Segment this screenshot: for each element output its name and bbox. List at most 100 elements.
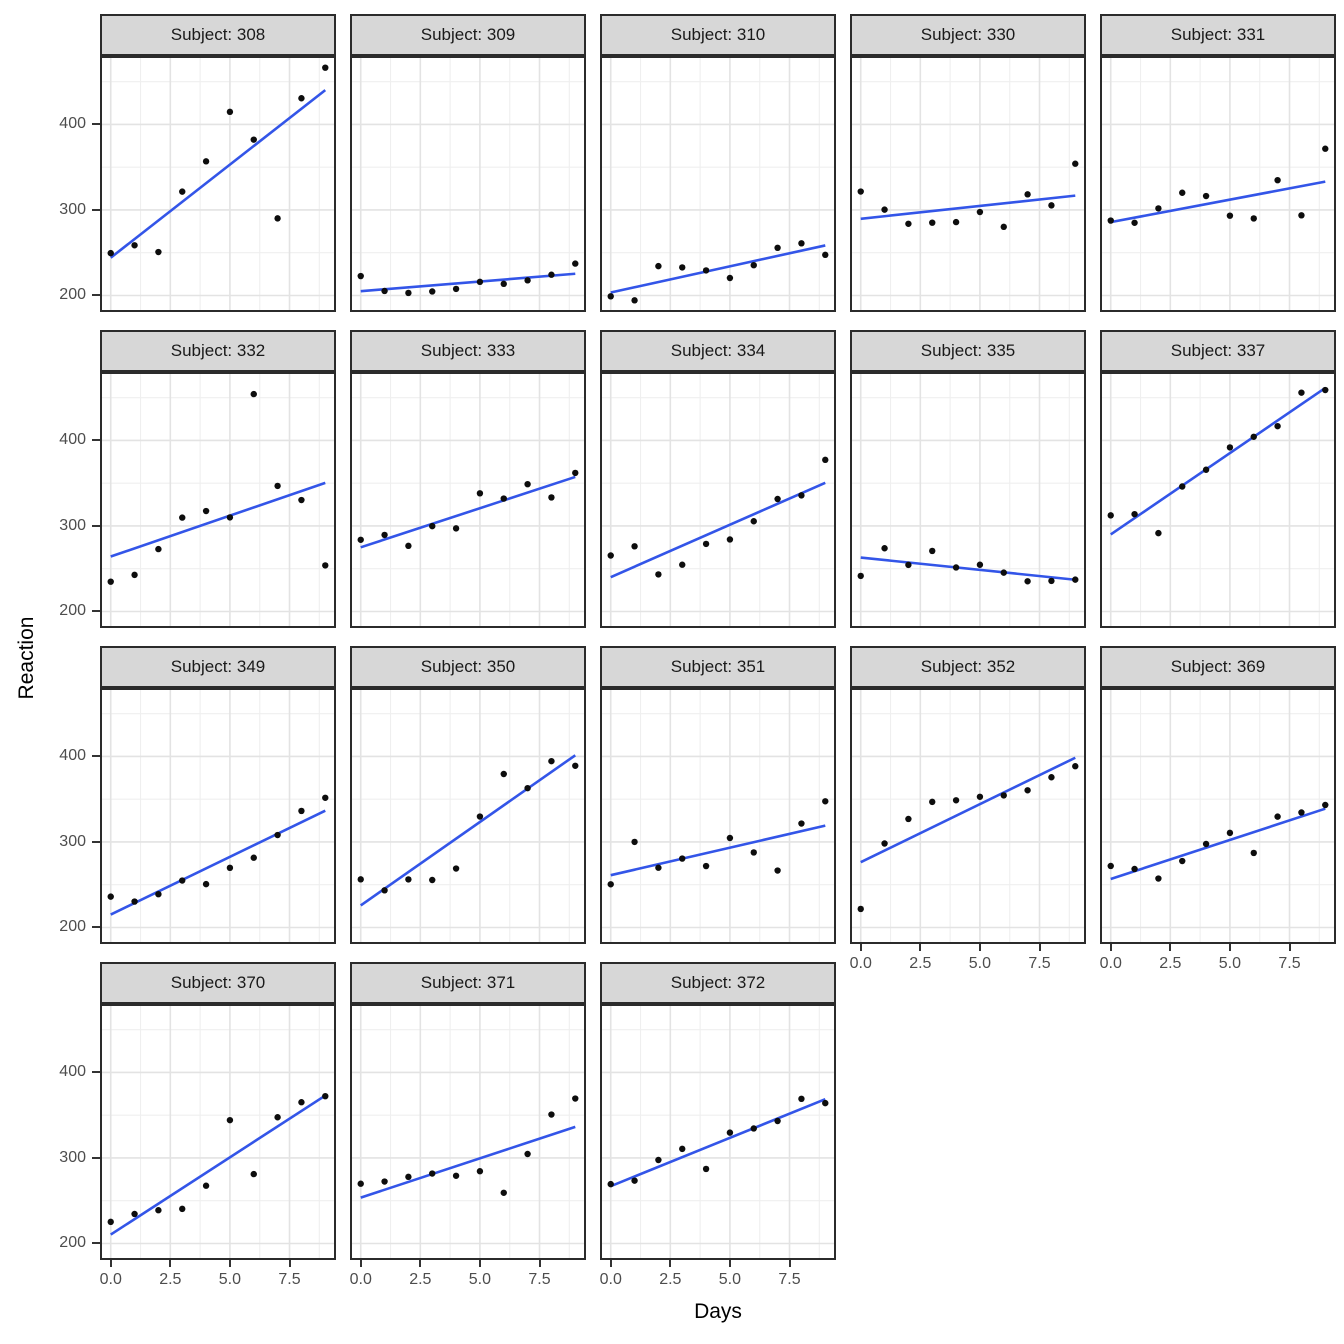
panel-border [600, 688, 836, 944]
panel-border [600, 372, 836, 628]
x-tick-label: 7.5 [278, 1271, 301, 1288]
regression-line [110, 809, 326, 916]
facet-subject-331: Subject: 331 [1100, 14, 1336, 312]
data-point [429, 288, 436, 295]
panel-border [600, 1004, 836, 1260]
facet-strip-label: Subject: 349 [100, 646, 336, 688]
data-point [405, 876, 412, 883]
data-point [274, 215, 281, 222]
data-point [1179, 483, 1186, 490]
data-point [226, 864, 234, 872]
regression-line [610, 824, 826, 877]
data-point [322, 64, 329, 71]
x-tick-label: 2.5 [909, 955, 932, 972]
data-point [822, 798, 829, 805]
x-tick-mark [669, 1260, 672, 1267]
facet-panel [100, 372, 336, 628]
x-tick-mark [859, 944, 862, 951]
facet-subject-369: Subject: 369 0.0 2.5 5.0 7.5 [1100, 646, 1336, 972]
x-tick-mark [1169, 944, 1172, 951]
data-point [548, 271, 555, 278]
facet-subject-308: Subject: 308 [100, 14, 336, 312]
x-tick-label: 0.0 [599, 1271, 622, 1288]
data-point [655, 864, 662, 871]
data-point [1072, 576, 1079, 583]
facet-strip-label: Subject: 369 [1100, 646, 1336, 688]
data-point [1131, 219, 1138, 226]
y-tick-mark [92, 123, 100, 126]
y-tick-mark [92, 208, 100, 211]
data-point [774, 244, 781, 252]
x-tick-mark [919, 944, 922, 951]
data-point [500, 495, 507, 502]
facet-subject-370: Subject: 370 0.0 2.5 5.0 7.5 [100, 962, 336, 1288]
data-point [881, 545, 888, 552]
data-point [1107, 862, 1114, 870]
x-tick-label: 5.0 [718, 1271, 742, 1288]
x-tick-mark [1038, 944, 1041, 951]
data-point [548, 1111, 555, 1118]
data-point [548, 757, 555, 765]
data-point [1024, 787, 1031, 794]
data-point [750, 1125, 757, 1132]
regression-line [860, 756, 1076, 864]
x-tick-mark [978, 944, 981, 951]
panel-border [350, 688, 586, 944]
data-point [1202, 466, 1210, 473]
data-point [750, 261, 757, 269]
y-tick-label: 400 [59, 115, 86, 133]
data-point [572, 1095, 579, 1102]
data-point [952, 564, 960, 571]
data-point [476, 278, 484, 286]
y-tick-label: 200 [59, 918, 86, 936]
regression-line [110, 481, 326, 558]
x-tick-label: 2.5 [659, 1271, 682, 1288]
data-point [572, 762, 579, 769]
panel-background [600, 56, 836, 312]
facet-panel [1100, 372, 1336, 628]
facet-strip-label: Subject: 371 [350, 962, 586, 1004]
data-point [1322, 386, 1329, 394]
x-tick-label: 5.0 [468, 1271, 492, 1288]
data-point [607, 552, 614, 559]
y-tick-mark [92, 1071, 100, 1074]
data-point [798, 240, 805, 247]
data-point [250, 136, 257, 143]
data-point [857, 572, 864, 580]
data-point [607, 881, 614, 888]
data-point [357, 272, 364, 280]
data-point [107, 578, 114, 585]
regression-line [360, 475, 576, 549]
data-point [572, 260, 579, 267]
facet-subject-372: Subject: 372 0.0 2.5 5.0 7.5 [600, 962, 836, 1288]
facet-panel [100, 56, 336, 312]
data-point [381, 287, 388, 295]
x-tick-label: 2.5 [1159, 955, 1182, 972]
x-tick-mark [609, 1260, 612, 1267]
facet-panel [100, 1004, 336, 1260]
panel-border [600, 56, 836, 312]
y-tick-mark [92, 439, 100, 442]
regression-line [360, 1125, 576, 1199]
panel-background [1100, 372, 1336, 628]
data-point [1000, 223, 1007, 231]
data-point [202, 1182, 210, 1189]
data-point [1000, 569, 1007, 576]
y-tick-label: 300 [59, 1148, 86, 1166]
x-tick-mark [419, 1260, 422, 1267]
data-point [524, 277, 531, 284]
y-tick-mark [92, 1242, 100, 1245]
panel-background [350, 56, 586, 312]
x-tick-mark [788, 1260, 791, 1267]
x-tick-label: 0.0 [99, 1271, 122, 1288]
data-point [1048, 577, 1055, 585]
facet-strip-label: Subject: 332 [100, 330, 336, 372]
data-point [298, 807, 305, 815]
data-point [726, 1129, 734, 1136]
x-tick-label: 5.0 [1218, 955, 1242, 972]
x-tick-mark [1109, 944, 1112, 951]
data-point [774, 495, 781, 503]
regression-line [610, 1097, 826, 1188]
facet-subject-337: Subject: 337 [1100, 330, 1336, 628]
data-point [298, 496, 305, 504]
